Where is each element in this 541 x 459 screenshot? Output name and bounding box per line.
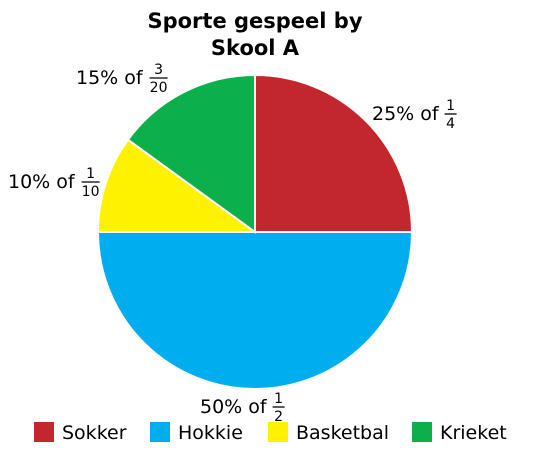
fraction-numerator: 1 xyxy=(446,98,455,114)
legend-label: Sokker xyxy=(62,422,127,444)
pie-slice-krieket xyxy=(126,73,256,234)
slice-label-sokker: 25% of 1 4 xyxy=(372,98,457,132)
pie-slice-hokkie xyxy=(96,231,414,390)
legend-item-sokker: Sokker xyxy=(34,422,127,444)
legend-item-basketbal: Basketbal xyxy=(268,422,389,444)
legend-swatch xyxy=(34,422,54,442)
slice-label-krieket: 15% of 3 20 xyxy=(76,62,168,96)
slice-percent-label: 15% of xyxy=(76,67,144,89)
slice-labels: 25% of 1 4 50% of 1 2 10% of 1 10 15% of 3 20 xyxy=(8,62,457,425)
legend-swatch xyxy=(150,422,170,442)
slice-percent-label: 50% of xyxy=(200,396,268,418)
slice-percent-label: 10% of xyxy=(8,171,76,193)
fraction-denominator: 2 xyxy=(274,409,283,425)
fraction-denominator: 20 xyxy=(150,80,168,96)
slice-label-hokkie: 50% of 1 2 xyxy=(200,391,285,425)
fraction-numerator: 1 xyxy=(274,391,283,407)
pie-slice-basketbal xyxy=(96,138,259,233)
legend-item-hokkie: Hokkie xyxy=(150,422,243,444)
legend-label: Basketbal xyxy=(296,422,389,444)
fraction-numerator: 3 xyxy=(154,62,163,78)
chart-title-line-2: Skool A xyxy=(211,36,300,60)
legend-item-krieket: Krieket xyxy=(412,422,507,444)
fraction-denominator: 4 xyxy=(446,116,455,132)
legend-swatch xyxy=(412,422,432,442)
legend-swatch xyxy=(268,422,288,442)
chart-title: Sporte gespeel by Skool A xyxy=(147,9,362,60)
legend-label: Hokkie xyxy=(178,422,243,444)
slice-percent-label: 25% of xyxy=(372,103,440,125)
fraction-numerator: 1 xyxy=(86,166,95,182)
slice-label-basketbal: 10% of 1 10 xyxy=(8,166,100,200)
chart-title-line-1: Sporte gespeel by xyxy=(147,9,362,33)
fraction-denominator: 10 xyxy=(82,184,100,200)
legend: Sokker Hokkie Basketbal Krieket xyxy=(34,422,507,444)
pie-slices xyxy=(96,73,414,390)
pie-slice-sokker xyxy=(254,73,414,233)
legend-label: Krieket xyxy=(440,422,507,444)
